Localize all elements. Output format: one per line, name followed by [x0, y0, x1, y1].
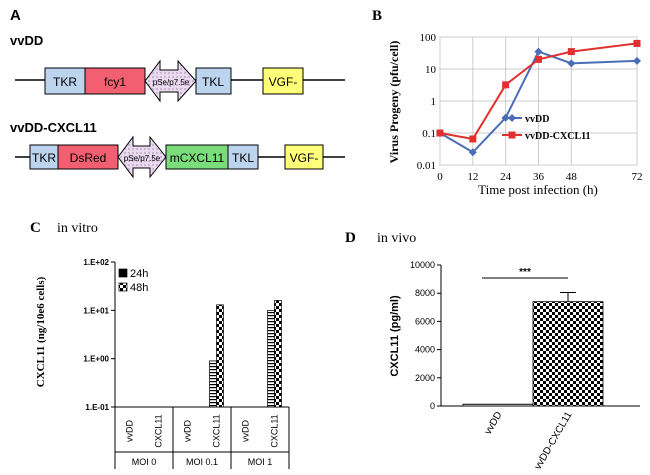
panel-subtitle-c: in vitro: [57, 221, 98, 236]
x-tick-label: 36: [533, 171, 545, 183]
x-tick-label: 0: [437, 171, 443, 183]
y-tick-label: 10: [425, 64, 437, 76]
promoter-label: pSe/p7.5e: [124, 154, 161, 163]
category-label: CXCL11: [154, 414, 164, 447]
y-axis-label: CXCL11 (ng/10e6 cells): [35, 276, 47, 387]
bar: [462, 403, 534, 407]
legend-swatch: [118, 282, 128, 292]
series-line: [439, 50, 638, 154]
y-tick-label: 2000: [415, 373, 435, 383]
data-point: [436, 129, 444, 137]
vgf-box: [262, 67, 304, 95]
data-point: [468, 148, 477, 157]
chart-c-cxcl11-in-vitro: 1.E-01 1.E+00 1.E+01 1.E+02 vvDD CXCL11 vvDD C…: [35, 258, 290, 469]
legend-label: 24h: [130, 268, 148, 280]
y-tick-label: 10000: [410, 260, 435, 270]
y-tick-label: 0.01: [417, 160, 436, 172]
mcxcl11-box: [165, 144, 229, 170]
group-label: MOI 0.1: [186, 457, 218, 467]
construct-name-vvdd-cxcl11: vvDD-CXCL11: [10, 120, 97, 135]
y-tick-label: 6000: [415, 316, 435, 326]
chart-b-virus-progeny: 0.01 0.1 1 10 100 0 12 24 36 48 72 vvDD vvDD-CXCL1…: [387, 32, 643, 197]
group-label: MOI 0: [132, 457, 157, 467]
construct-vvdd: TKR fcy1 pSe/p7.5e TKL VGF-: [15, 59, 345, 103]
data-point: [535, 55, 542, 63]
category-label: vvDD-CXCL11: [533, 410, 575, 472]
data-point: [567, 48, 575, 56]
data-point: [633, 56, 641, 65]
construct-vvdd-cxcl11: TKR DsRed pSe/p7.5e mCXCL11 TKL VGF-: [15, 135, 345, 179]
legend-marker: [508, 131, 516, 139]
series-line: [439, 42, 638, 141]
panel-label-c: C: [30, 220, 41, 236]
x-tick-label: 24: [500, 171, 512, 183]
category-label: vvDD: [125, 420, 135, 442]
vgf-label: VGF-: [269, 75, 298, 89]
y-tick-label: 0: [430, 401, 435, 411]
data-point: [502, 81, 510, 89]
y-tick-label: 0.1: [422, 128, 436, 140]
bar: [274, 300, 282, 408]
bar: [532, 301, 604, 407]
data-point: [567, 59, 576, 68]
tkl-box: [195, 67, 232, 95]
legend-label: 48h: [130, 282, 148, 294]
category-label: CXCL11: [270, 414, 280, 447]
y-axis-label: Virus Progeny (pfu/cell): [387, 41, 401, 164]
y-tick-label: 1.E-01: [85, 403, 109, 412]
category-label: CXCL11: [212, 414, 222, 447]
data-point: [534, 47, 543, 56]
data-point: [469, 135, 477, 143]
tkl-box: [227, 144, 259, 170]
bar: [267, 309, 275, 408]
fcy1-box: [84, 67, 146, 95]
y-axis-label: CXCL11 (pg/ml): [389, 295, 401, 377]
vgf-box: [284, 144, 324, 170]
mcxcl11-label: mCXCL11: [170, 151, 225, 165]
tkr-label: TKR: [32, 151, 56, 165]
tkl-label: TKL: [202, 75, 224, 89]
significance-label: ***: [519, 267, 531, 278]
tkl-label: TKL: [232, 151, 254, 165]
tkr-label: TKR: [53, 75, 77, 89]
y-tick-label: 1: [431, 96, 437, 108]
panel-label-a: A: [10, 7, 21, 24]
y-tick-label: 1.E+01: [83, 306, 109, 315]
legend-label: vvDD-CXCL11: [525, 131, 591, 142]
y-tick-label: 1.E+00: [83, 355, 109, 364]
y-tick-label: 1.E+02: [83, 258, 109, 267]
y-tick-label: 8000: [415, 288, 435, 298]
y-tick-label: 4000: [415, 345, 435, 355]
category-label: vvDD: [483, 410, 505, 437]
promoter-label: pSe/p7.5e: [153, 78, 190, 87]
fcy1-label: fcy1: [104, 75, 126, 89]
bar: [209, 360, 217, 408]
panel-subtitle-d: in vivo: [377, 231, 416, 246]
group-label: MOI 1: [248, 457, 273, 467]
panel-label-b: B: [372, 8, 382, 24]
construct-name-vvdd: vvDD: [10, 33, 43, 48]
x-axis-label: Time post infection (h): [478, 182, 598, 197]
legend-label: vvDD: [525, 114, 549, 125]
bar: [216, 304, 224, 408]
x-tick-label: 12: [467, 171, 478, 183]
category-label: vvDD: [241, 420, 251, 442]
category-label: vvDD: [183, 420, 193, 442]
x-tick-label: 72: [632, 171, 643, 183]
y-tick-label: 100: [420, 32, 437, 44]
x-tick-label: 48: [566, 171, 578, 183]
data-point: [633, 39, 641, 47]
dsred-box: [57, 144, 119, 170]
panel-label-d: D: [345, 230, 356, 246]
legend-swatch: [118, 268, 128, 278]
tkr-box: [29, 144, 59, 170]
chart-d-cxcl11-in-vivo: 0 2000 4000 6000 8000 10000 *** vvDD vvDD-CXCL…: [389, 260, 640, 472]
legend-marker: [508, 114, 516, 122]
vgf-label: VGF-: [290, 151, 319, 165]
dsred-label: DsRed: [70, 151, 107, 165]
